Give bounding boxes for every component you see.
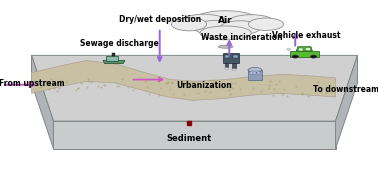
Polygon shape: [296, 47, 313, 51]
Ellipse shape: [232, 69, 236, 71]
Text: Urbanization: Urbanization: [176, 81, 232, 90]
Polygon shape: [225, 63, 228, 67]
Polygon shape: [290, 51, 319, 57]
Polygon shape: [232, 63, 236, 68]
Ellipse shape: [224, 68, 229, 70]
Text: From upstream: From upstream: [0, 79, 64, 88]
Text: Air: Air: [218, 16, 233, 25]
Polygon shape: [31, 55, 358, 121]
Ellipse shape: [292, 55, 299, 58]
Polygon shape: [31, 61, 336, 100]
Polygon shape: [336, 55, 358, 149]
Polygon shape: [106, 56, 118, 61]
Text: Vehicle exhaust: Vehicle exhaust: [272, 31, 341, 40]
Polygon shape: [250, 72, 253, 74]
Polygon shape: [223, 53, 239, 63]
Ellipse shape: [200, 26, 251, 40]
Text: Sediment: Sediment: [166, 134, 212, 143]
Polygon shape: [103, 61, 125, 64]
Polygon shape: [225, 55, 229, 58]
Polygon shape: [232, 55, 238, 58]
Ellipse shape: [248, 67, 262, 73]
Polygon shape: [31, 55, 53, 149]
Polygon shape: [248, 70, 262, 80]
Polygon shape: [257, 72, 260, 74]
Ellipse shape: [193, 11, 259, 31]
Ellipse shape: [171, 18, 207, 31]
Polygon shape: [254, 72, 256, 74]
Ellipse shape: [228, 15, 275, 30]
Ellipse shape: [287, 48, 291, 50]
Polygon shape: [305, 48, 311, 51]
Text: To downstream: To downstream: [313, 85, 378, 94]
Ellipse shape: [220, 21, 260, 35]
Polygon shape: [53, 121, 336, 149]
Text: Dry/wet deposition: Dry/wet deposition: [119, 15, 201, 24]
Ellipse shape: [310, 55, 317, 58]
Ellipse shape: [248, 18, 284, 30]
Text: Sewage discharge: Sewage discharge: [80, 39, 159, 48]
Polygon shape: [298, 48, 303, 51]
Ellipse shape: [195, 20, 235, 35]
Ellipse shape: [218, 45, 233, 48]
Ellipse shape: [180, 14, 228, 31]
Polygon shape: [112, 53, 115, 56]
Text: Waste incineration: Waste incineration: [201, 33, 283, 42]
